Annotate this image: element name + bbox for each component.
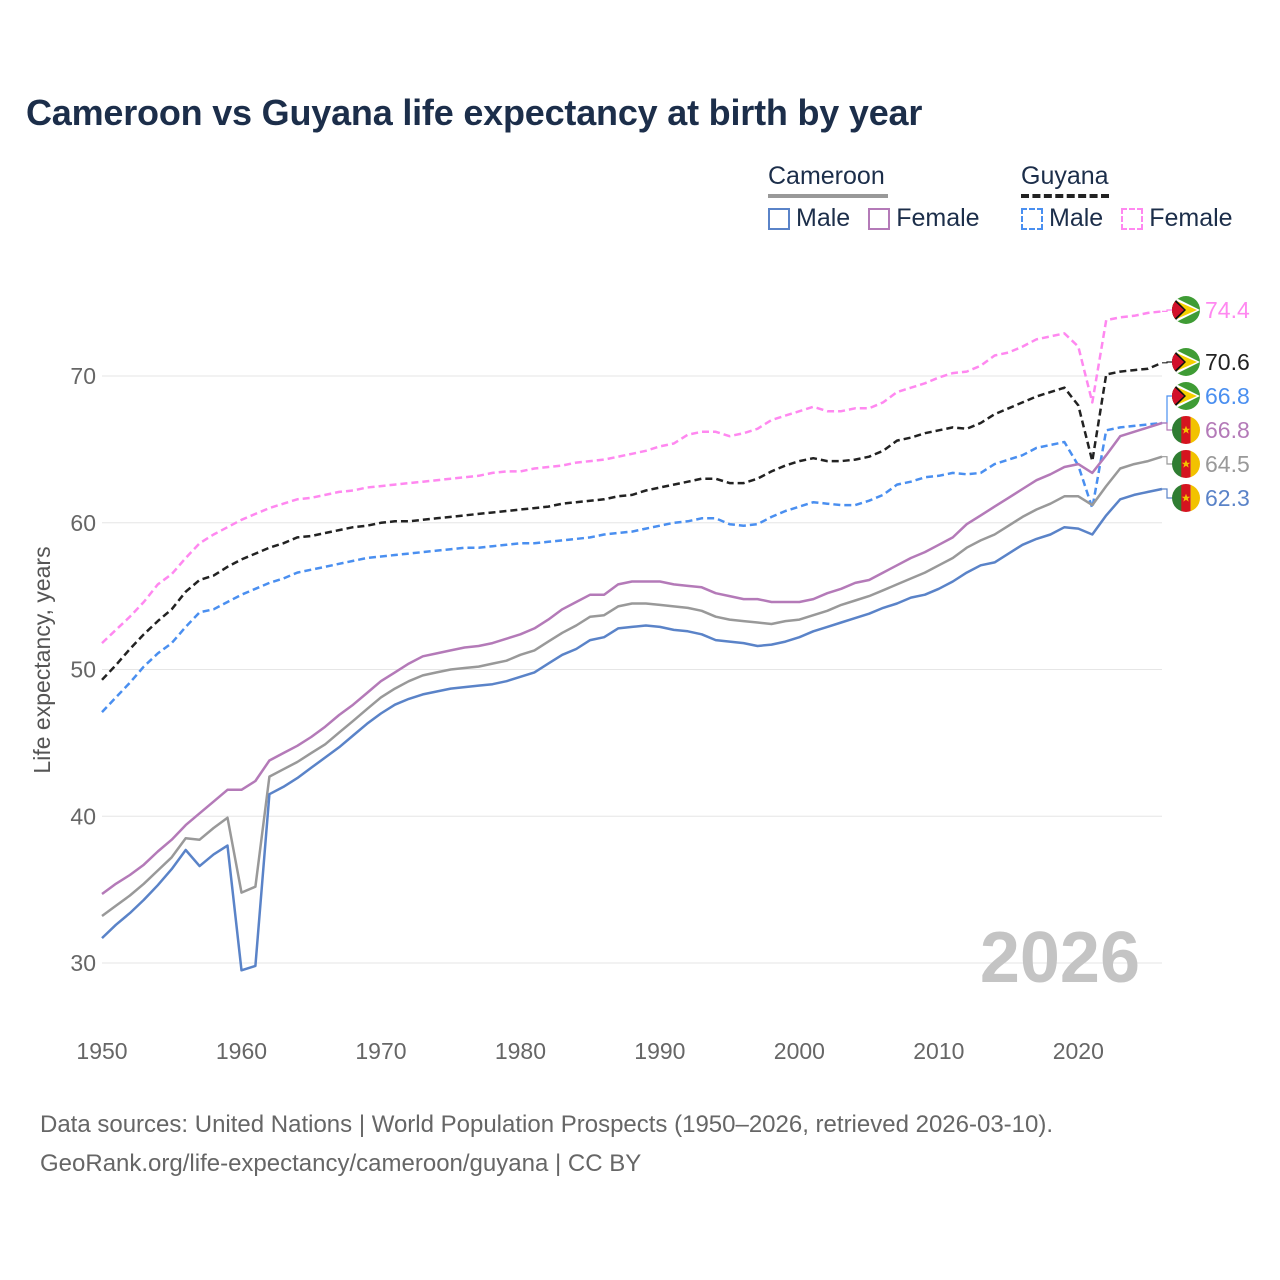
y-tick-label: 70 bbox=[70, 363, 96, 389]
end-value-label: 66.8 bbox=[1205, 383, 1250, 409]
label-connector bbox=[1162, 422, 1172, 431]
series-line-guyana bbox=[101, 361, 1163, 681]
cameroon-flag-icon bbox=[1172, 484, 1201, 512]
y-tick-label: 40 bbox=[70, 803, 96, 829]
flag-shape bbox=[1172, 348, 1200, 376]
legend-item-cameroon-female[interactable]: Female bbox=[868, 204, 980, 233]
legend-label: Male bbox=[1049, 204, 1104, 232]
legend-group-guyana: Guyana bbox=[1021, 162, 1109, 198]
end-value-label: 70.6 bbox=[1205, 349, 1250, 375]
flag-shape bbox=[1172, 450, 1201, 478]
cameroon-flag-icon bbox=[1172, 450, 1201, 478]
legend-group-line bbox=[768, 194, 888, 198]
x-tick-label: 2000 bbox=[774, 1038, 825, 1064]
y-tick-label: 60 bbox=[70, 510, 96, 536]
guyana-flag-icon bbox=[1172, 348, 1200, 376]
year-watermark: 2026 bbox=[980, 918, 1140, 998]
x-tick-label: 1980 bbox=[495, 1038, 546, 1064]
guyana-flag-icon bbox=[1172, 296, 1200, 324]
footer-sources: Data sources: United Nations | World Pop… bbox=[40, 1111, 1054, 1138]
legend-swatch bbox=[1021, 207, 1043, 230]
end-value-label: 66.8 bbox=[1205, 417, 1250, 443]
series-line-cameroon bbox=[101, 455, 1163, 918]
x-tick-label: 1990 bbox=[634, 1038, 685, 1064]
label-connector bbox=[1162, 361, 1172, 364]
label-connector bbox=[1162, 395, 1172, 424]
legend-swatch bbox=[868, 207, 891, 230]
legend-swatch bbox=[1121, 207, 1144, 230]
y-axis-title: Life expectancy, years bbox=[29, 546, 55, 773]
footer: Data sources: United Nations | World Pop… bbox=[40, 1105, 1053, 1183]
y-tick-label: 30 bbox=[70, 950, 96, 976]
end-value-label: 64.5 bbox=[1205, 451, 1250, 477]
legend-group-line bbox=[1021, 194, 1109, 198]
series-line-guyana-female bbox=[101, 310, 1163, 645]
legend-group-name: Guyana bbox=[1021, 162, 1109, 190]
legend-label: Female bbox=[1149, 204, 1233, 232]
line-chart: 30 40 50 60 70 1950 1960 1970 1980 1990 2000 2010 20… bbox=[29, 0, 1250, 1064]
guyana-flag-icon bbox=[1172, 382, 1200, 410]
flag-shape bbox=[1172, 296, 1200, 324]
series-line-cameroon-male bbox=[101, 487, 1163, 972]
label-connector bbox=[1162, 456, 1172, 465]
legend-group-cameroon: Cameroon bbox=[768, 162, 888, 198]
legend-cameroon-items: Male Female bbox=[768, 204, 980, 233]
legend-item-cameroon-male[interactable]: Male bbox=[768, 204, 850, 233]
flag-shape bbox=[1172, 382, 1200, 410]
x-tick-label: 1950 bbox=[76, 1038, 127, 1064]
y-tick-label: 50 bbox=[70, 657, 96, 683]
legend-item-guyana-female[interactable]: Female bbox=[1121, 204, 1233, 233]
x-tick-label: 1970 bbox=[355, 1038, 406, 1064]
legend-guyana-items: Male Female bbox=[1021, 204, 1233, 233]
legend-swatch bbox=[768, 207, 790, 230]
legend-item-guyana-male[interactable]: Male bbox=[1021, 204, 1103, 233]
legend-label: Female bbox=[896, 204, 980, 232]
legend-label: Male bbox=[796, 204, 851, 232]
end-value-label: 74.4 bbox=[1205, 297, 1250, 323]
footer-link: GeoRank.org/life-expectancy/cameroon/guy… bbox=[40, 1150, 642, 1177]
flag-shape bbox=[1172, 484, 1201, 512]
legend-group-name: Cameroon bbox=[768, 162, 885, 190]
x-tick-label: 2010 bbox=[913, 1038, 964, 1064]
label-connector bbox=[1162, 309, 1172, 312]
cameroon-flag-icon bbox=[1172, 416, 1201, 444]
end-value-label: 62.3 bbox=[1205, 485, 1250, 511]
x-tick-label: 1960 bbox=[216, 1038, 267, 1064]
x-tick-label: 2020 bbox=[1053, 1038, 1104, 1064]
label-connector bbox=[1162, 488, 1172, 499]
chart-title: Cameroon vs Guyana life expectancy at bi… bbox=[26, 92, 923, 133]
flag-shape bbox=[1172, 416, 1201, 444]
series-line-guyana-male bbox=[101, 421, 1163, 713]
series-line-cameroon-female bbox=[101, 421, 1163, 896]
